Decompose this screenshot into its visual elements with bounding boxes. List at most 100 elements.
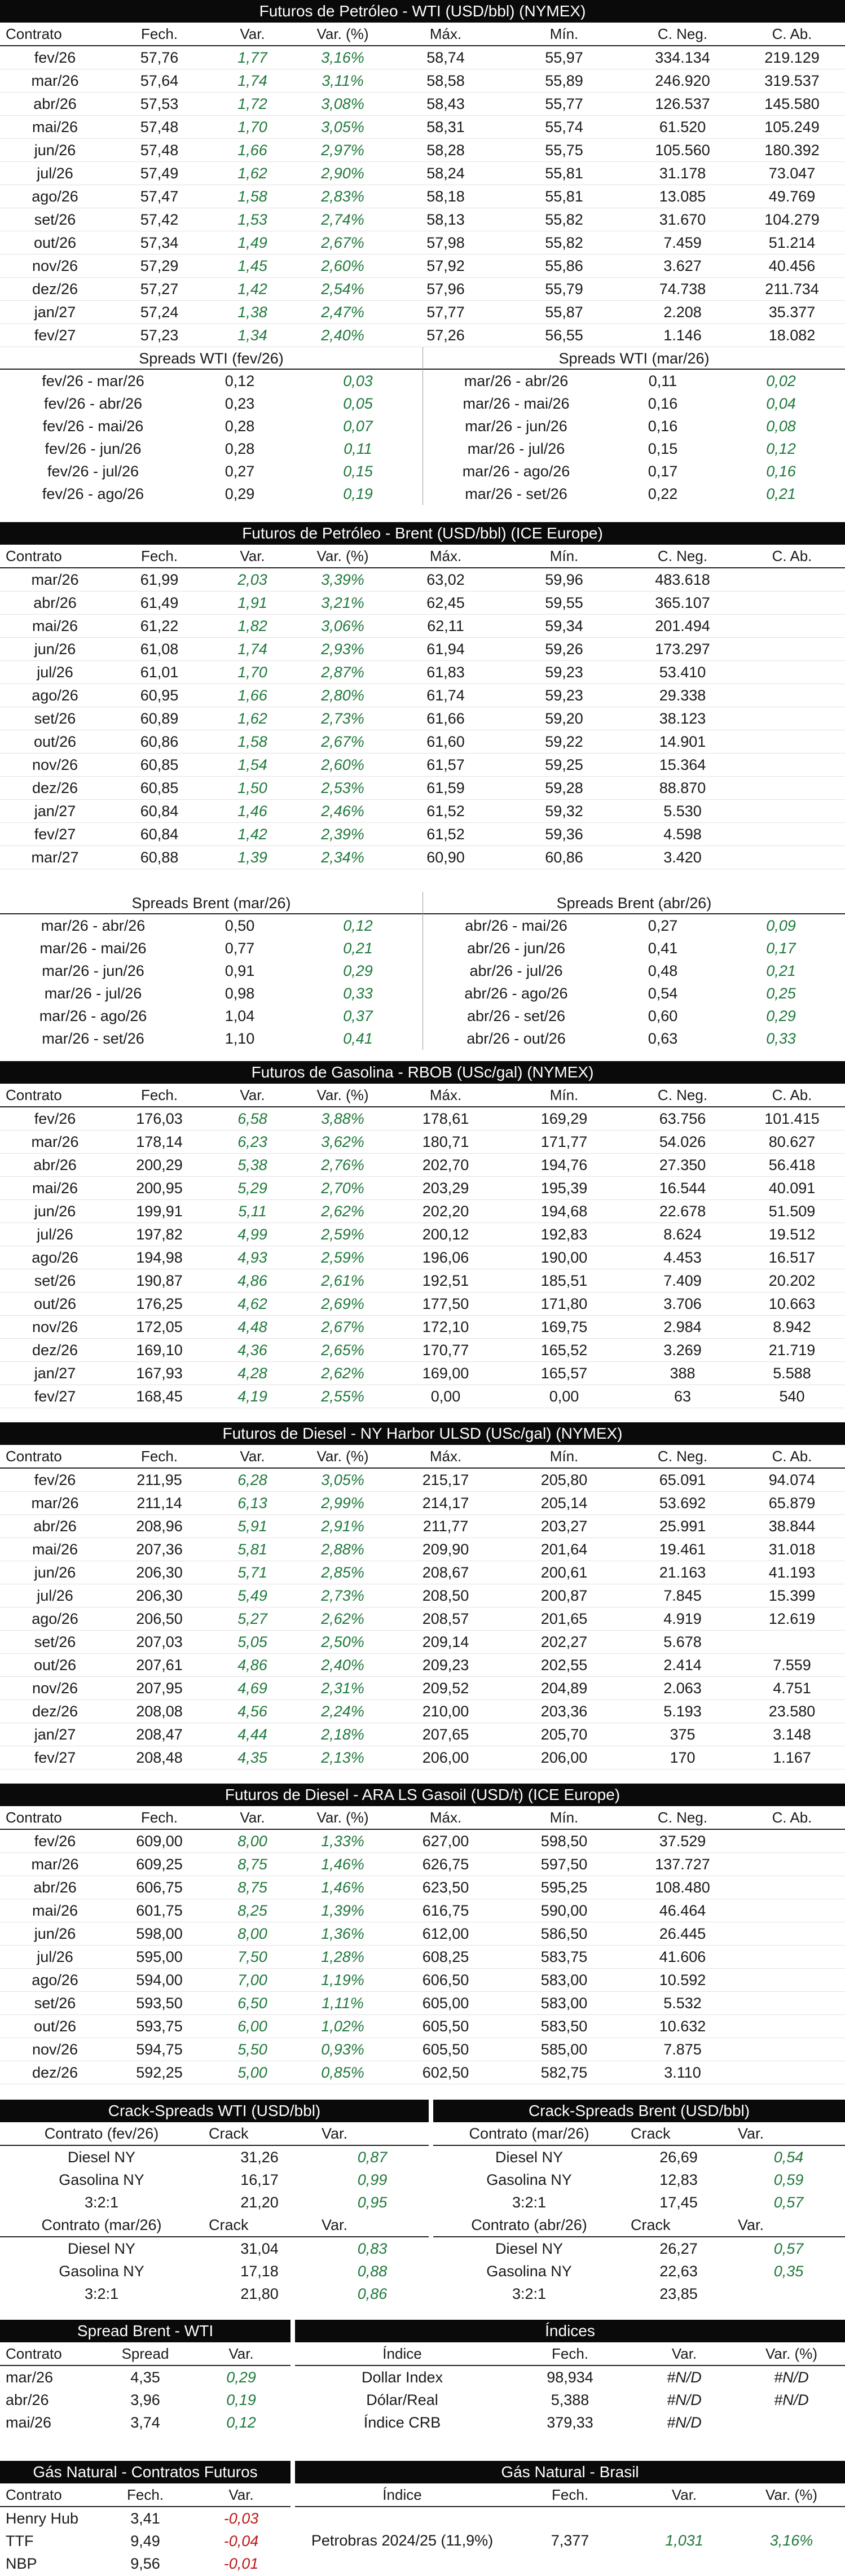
crack-header-contract: Contrato (fev/26) bbox=[44, 2125, 159, 2142]
crack-value: 21,80 bbox=[240, 2285, 279, 2302]
rbob-cell-var-pct: 2,62% bbox=[321, 1203, 364, 1220]
rbob-cell-low: 190,00 bbox=[540, 1249, 588, 1266]
spread-var: 0,16 bbox=[766, 463, 796, 480]
rbob-cell-high: 169,00 bbox=[422, 1365, 469, 1382]
spread-value: 0,28 bbox=[225, 418, 255, 435]
ulsd-cell-open-interest: 4.751 bbox=[773, 1680, 811, 1697]
spread_bw-cell: 4,35 bbox=[130, 2369, 160, 2386]
spread_bw-cell: 3,96 bbox=[130, 2391, 160, 2408]
indices-cell: Dólar/Real bbox=[366, 2391, 438, 2408]
wti-cell-volume: 3.627 bbox=[663, 257, 702, 274]
gasoil-cell-open-interest bbox=[739, 1992, 845, 2015]
ulsd-cell-var-pct: 2,88% bbox=[321, 1541, 364, 1558]
brent-cell-high: 61,59 bbox=[426, 779, 465, 796]
gas_futures-row: Henry Hub 3,41 -0,03 bbox=[0, 2507, 291, 2530]
ulsd-cell-volume: 170 bbox=[670, 1749, 696, 1766]
wti-cell-close: 57,48 bbox=[140, 142, 179, 159]
spread-var: 0,12 bbox=[766, 440, 796, 457]
rbob-col-low: Mín. bbox=[502, 1084, 626, 1107]
rbob-cell-contract: abr/26 bbox=[33, 1156, 77, 1173]
ulsd-cell-var-pct: 3,05% bbox=[321, 1471, 364, 1488]
brent-row: dez/26 60,85 1,50 2,53% 61,59 59,28 88.870 bbox=[0, 777, 845, 800]
gas-futures-title: Gás Natural - Contratos Futuros bbox=[0, 2461, 291, 2483]
brent-cell-var: 1,54 bbox=[237, 756, 267, 773]
spread-var: 0,15 bbox=[343, 463, 373, 480]
wti-rows: fev/26 57,76 1,77 3,16% 58,74 55,97 334.134 219… bbox=[0, 46, 845, 347]
ulsd-cell-volume: 5.193 bbox=[663, 1703, 702, 1720]
spread-row: mar/26 - set/26 0,22 0,21 bbox=[423, 483, 845, 505]
gas_futures-cell: TTF bbox=[6, 2533, 34, 2549]
wti-cell-var-pct: 2,54% bbox=[321, 281, 364, 297]
rbob-cell-low: 165,52 bbox=[540, 1342, 588, 1359]
brent-cell-close: 61,49 bbox=[140, 594, 179, 611]
ulsd-cell-open-interest: 3.148 bbox=[773, 1726, 811, 1743]
gasoil-cell-low: 582,75 bbox=[540, 2064, 588, 2081]
ulsd-cell-var: 5,49 bbox=[237, 1587, 267, 1604]
ulsd-row: jan/27 208,47 4,44 2,18% 207,65 205,70 375 3.14… bbox=[0, 1723, 845, 1746]
gasoil-cell-var-pct: 1,02% bbox=[321, 2018, 364, 2035]
wti-spreads-mar-title: Spreads WTI (mar/26) bbox=[423, 347, 845, 370]
rbob-cell-var-pct: 2,76% bbox=[321, 1156, 364, 1173]
brent-cell-volume: 4.598 bbox=[663, 826, 702, 843]
gasoil-cell-high: 605,50 bbox=[422, 2041, 469, 2058]
ulsd-col-volume: C. Neg. bbox=[626, 1445, 739, 1469]
ulsd-row: ago/26 206,50 5,27 2,62% 208,57 201,65 4.919 12… bbox=[0, 1607, 845, 1631]
wti-cell-close: 57,53 bbox=[140, 95, 179, 112]
ulsd-row: mai/26 207,36 5,81 2,88% 209,90 201,64 19.461 3… bbox=[0, 1538, 845, 1561]
gasoil-title: Futuros de Diesel - ARA LS Gasoil (USD/t… bbox=[0, 1784, 845, 1806]
rbob-cell-close: 168,45 bbox=[136, 1388, 183, 1405]
crack-product: Gasolina NY bbox=[59, 2171, 144, 2188]
wti-cell-close: 57,27 bbox=[140, 281, 179, 297]
ulsd-cell-var: 4,86 bbox=[237, 1657, 267, 1673]
wti-cell-volume: 334.134 bbox=[655, 49, 710, 66]
indices-cell bbox=[738, 2411, 845, 2434]
gasoil-cell-var-pct: 0,85% bbox=[321, 2064, 364, 2081]
gas_futures-cell: 9,49 bbox=[130, 2533, 160, 2549]
crack-row: Gasolina NY 16,17 0,99 bbox=[0, 2168, 429, 2191]
brent-cell-contract: mai/26 bbox=[32, 617, 78, 634]
rbob-cell-volume: 3.269 bbox=[663, 1342, 702, 1359]
gasoil-cell-var-pct: 1,39% bbox=[321, 1902, 364, 1919]
brent-cell-var: 1,70 bbox=[237, 664, 267, 681]
ulsd-futures-section: Futuros de Diesel - NY Harbor ULSD (USc/… bbox=[0, 1422, 845, 1769]
wti-cell-var: 1,77 bbox=[237, 49, 267, 66]
spread-pair: mar/26 - ago/26 bbox=[462, 463, 570, 480]
spread-value: 0,27 bbox=[225, 463, 255, 480]
ulsd-cell-var: 6,13 bbox=[237, 1495, 267, 1512]
rbob-cell-volume: 22.678 bbox=[659, 1203, 706, 1220]
rbob-col-contract: Contrato bbox=[0, 1084, 110, 1107]
brent-row: abr/26 61,49 1,91 3,21% 62,45 59,55 365.107 bbox=[0, 592, 845, 615]
indices-cell: 5,388 bbox=[551, 2391, 589, 2408]
gasoil-row: abr/26 606,75 8,75 1,46% 623,50 595,25 108.480 bbox=[0, 1876, 845, 1899]
gasoil-cell-volume: 10.632 bbox=[659, 2018, 706, 2035]
rbob-cell-low: 165,57 bbox=[540, 1365, 588, 1382]
rbob-row: set/26 190,87 4,86 2,61% 192,51 185,51 7.409 20… bbox=[0, 1269, 845, 1293]
gasoil-cell-contract: nov/26 bbox=[32, 2041, 78, 2058]
ulsd-cell-high: 209,14 bbox=[422, 1633, 469, 1650]
indices-cell: Dollar Index bbox=[361, 2369, 443, 2386]
rbob-cell-var-pct: 2,59% bbox=[321, 1249, 364, 1266]
brent-cell-volume: 5.530 bbox=[663, 803, 702, 820]
gasoil-cell-low: 583,50 bbox=[540, 2018, 588, 2035]
ulsd-cell-var-pct: 2,85% bbox=[321, 1564, 364, 1581]
ulsd-cell-open-interest: 23.580 bbox=[768, 1703, 816, 1720]
spread-pair: mar/26 - jun/26 bbox=[42, 962, 144, 979]
brent-col-var: Var. bbox=[209, 545, 296, 568]
ulsd-row: set/26 207,03 5,05 2,50% 209,14 202,27 5.678 bbox=[0, 1631, 845, 1654]
wti-cell-close: 57,64 bbox=[140, 72, 179, 89]
brent-cell-var-pct: 2,73% bbox=[321, 710, 364, 727]
ulsd-cell-high: 215,17 bbox=[422, 1471, 469, 1488]
brent-col-contract: Contrato bbox=[0, 545, 110, 568]
rbob-cell-contract: fev/27 bbox=[34, 1388, 76, 1405]
gasoil-cell-volume: 46.464 bbox=[659, 1902, 706, 1919]
wti-cell-high: 57,26 bbox=[426, 327, 465, 344]
indices-box: Índices Índice Fech. Var. Var. (%) Dollar In… bbox=[295, 2320, 845, 2434]
gasoil-cell-high: 616,75 bbox=[422, 1902, 469, 1919]
brent-cell-volume: 483.618 bbox=[655, 571, 710, 588]
spread-pair: fev/26 - jun/26 bbox=[45, 440, 142, 457]
crack-group-header: Contrato (fev/26) Crack Var. bbox=[0, 2122, 429, 2145]
ulsd-cell-var: 4,69 bbox=[237, 1680, 267, 1697]
brent-header-row: Contrato Fech. Var. Var. (%) Máx. Mín. C. Neg.… bbox=[0, 545, 845, 568]
ulsd-cell-contract: dez/26 bbox=[32, 1703, 78, 1720]
rbob-cell-var-pct: 2,65% bbox=[321, 1342, 364, 1359]
